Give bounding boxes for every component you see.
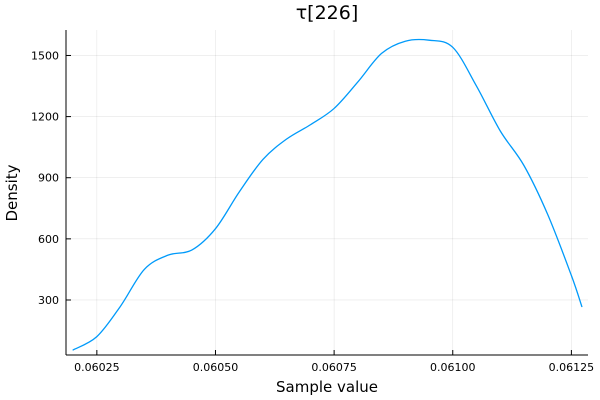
x-tick-label: 0.06125 <box>549 361 595 374</box>
density-line <box>72 38 583 351</box>
y-tick-label: 1200 <box>31 111 59 124</box>
y-tick-label: 1500 <box>31 49 59 62</box>
y-tick-label: 600 <box>38 233 59 246</box>
x-tick-label: 0.06050 <box>193 361 239 374</box>
chart-title: τ[226] <box>296 2 359 24</box>
x-tick-label: 0.06025 <box>74 361 120 374</box>
series-layer <box>72 38 583 351</box>
y-axis-label: Density <box>3 164 21 221</box>
axes <box>65 30 588 356</box>
x-axis-label: Sample value <box>276 378 378 396</box>
y-tick-label: 900 <box>38 172 59 185</box>
y-tick-label: 300 <box>38 294 59 307</box>
grid <box>66 30 588 355</box>
x-tick-label: 0.06075 <box>311 361 357 374</box>
x-tick-label: 0.06100 <box>430 361 476 374</box>
ticks: 0.06025 0.06050 0.06075 0.06100 0.06125 300 60… <box>31 49 594 374</box>
